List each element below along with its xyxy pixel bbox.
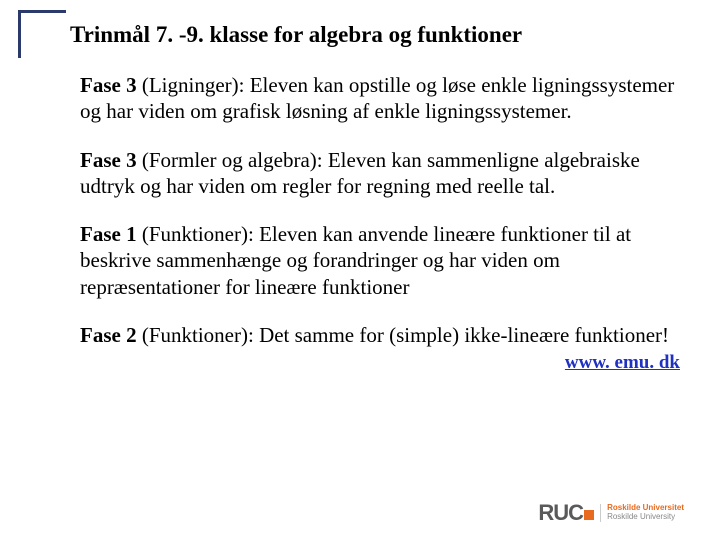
ruc-dot-icon [584, 510, 594, 520]
topic-label: (Formler og algebra): [137, 148, 328, 172]
ruc-mark: RUC [538, 500, 594, 526]
paragraph-3: Fase 1 (Funktioner): Eleven kan anvende … [70, 221, 680, 300]
slide-content: Trinmål 7. -9. klasse for algebra og fun… [70, 22, 680, 374]
paragraph-2: Fase 3 (Formler og algebra): Eleven kan … [70, 147, 680, 200]
topic-label: (Ligninger): [137, 73, 250, 97]
slide-title: Trinmål 7. -9. klasse for algebra og fun… [70, 22, 680, 48]
phase-label: Fase 3 [80, 148, 137, 172]
topic-label: (Funktioner): [137, 222, 259, 246]
ruc-line2: Roskilde University [607, 513, 684, 522]
topic-label: (Funktioner): [137, 323, 259, 347]
phase-label: Fase 1 [80, 222, 137, 246]
ruc-subtext: Roskilde Universitet Roskilde University [600, 504, 684, 522]
phase-label: Fase 3 [80, 73, 137, 97]
paragraph-4: Fase 2 (Funktioner): Det samme for (simp… [70, 322, 680, 348]
source-link[interactable]: www. emu. dk [565, 352, 680, 373]
paragraph-1: Fase 3 (Ligninger): Eleven kan opstille … [70, 72, 680, 125]
body-text: Det samme for (simple) ikke-lineære funk… [259, 323, 669, 347]
ruc-mark-text: RUC [538, 500, 583, 525]
phase-label: Fase 2 [80, 323, 137, 347]
footer-logo: RUC Roskilde Universitet Roskilde Univer… [538, 500, 684, 526]
link-row: www. emu. dk [70, 352, 680, 374]
corner-frame [18, 10, 66, 58]
